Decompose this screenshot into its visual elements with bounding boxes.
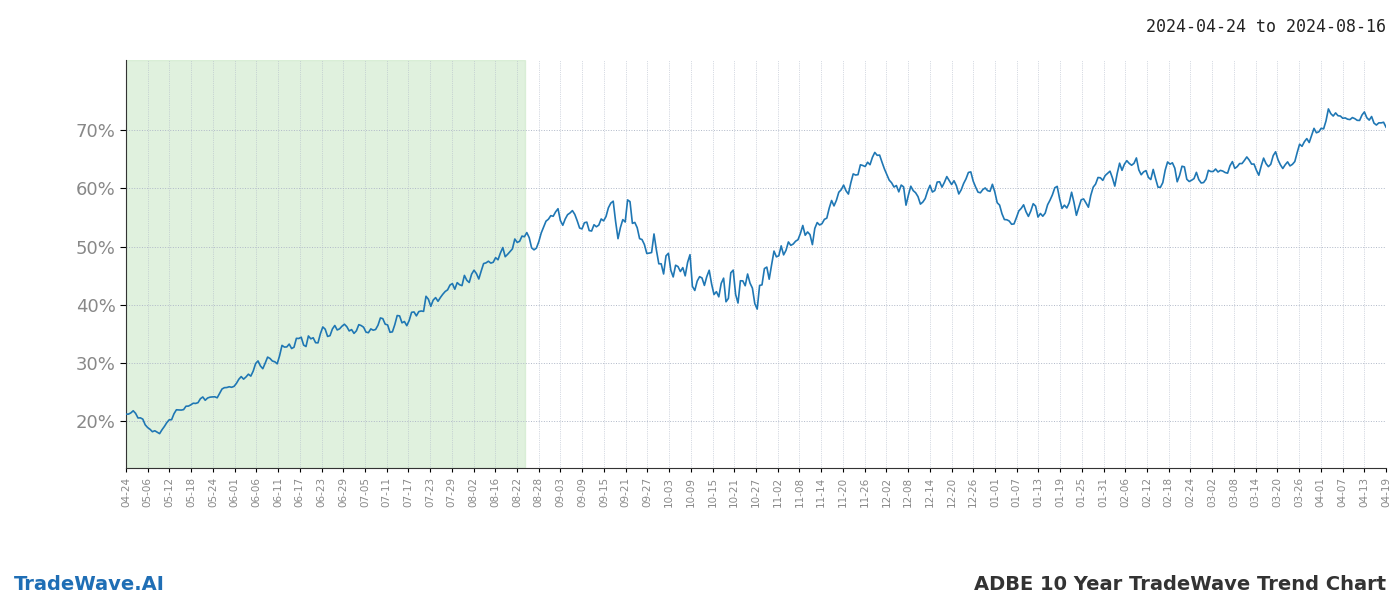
Text: 2024-04-24 to 2024-08-16: 2024-04-24 to 2024-08-16 <box>1147 18 1386 36</box>
Text: ADBE 10 Year TradeWave Trend Chart: ADBE 10 Year TradeWave Trend Chart <box>974 575 1386 594</box>
Bar <box>126 60 525 468</box>
Text: TradeWave.AI: TradeWave.AI <box>14 575 165 594</box>
